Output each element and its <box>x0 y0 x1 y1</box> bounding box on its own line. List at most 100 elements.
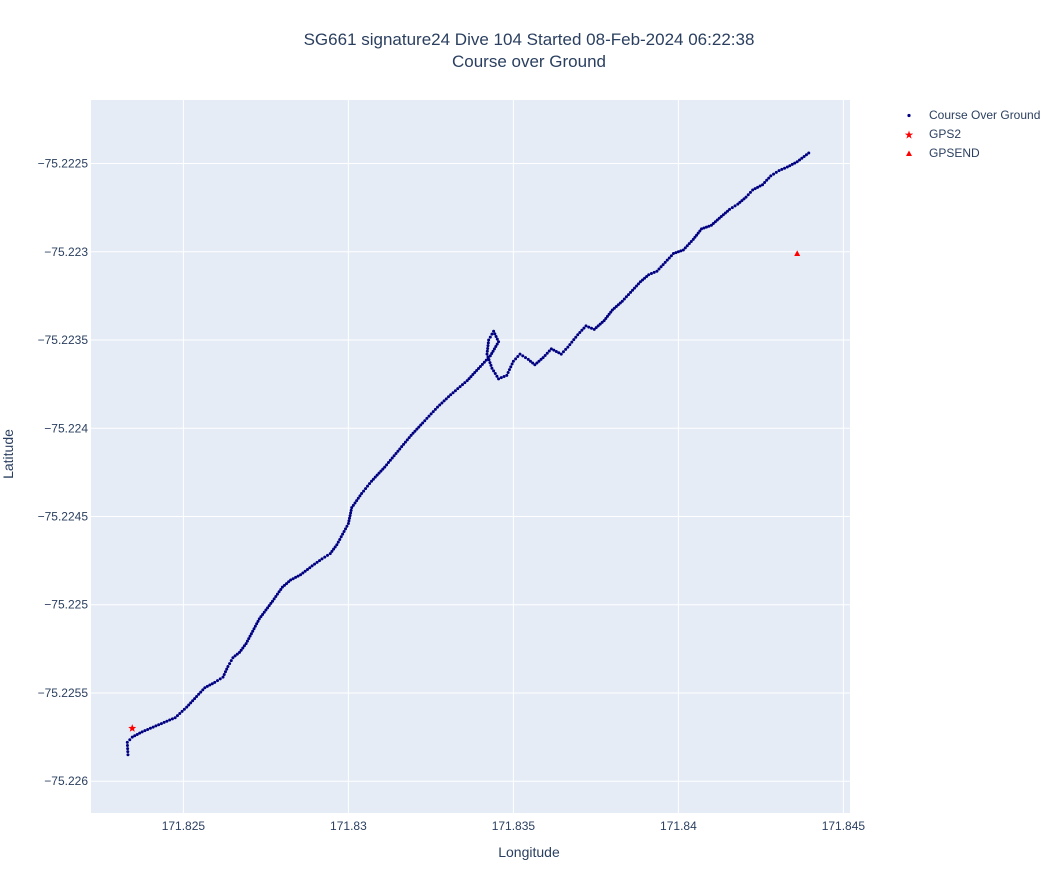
course-over-ground-point <box>213 680 217 684</box>
course-over-ground-point <box>208 683 212 687</box>
course-over-ground-point <box>790 162 794 166</box>
course-over-ground-point <box>478 364 482 368</box>
course-over-ground-point <box>282 583 286 587</box>
course-over-ground-point <box>655 269 659 273</box>
course-over-ground-point <box>695 233 699 237</box>
course-over-ground-point <box>247 637 251 641</box>
course-over-ground-point <box>126 747 130 751</box>
course-over-ground-point <box>338 537 342 541</box>
course-over-ground-point <box>335 543 339 547</box>
course-over-ground-point <box>403 440 407 444</box>
course-over-ground-point <box>788 164 792 168</box>
course-over-ground-point <box>541 356 545 360</box>
course-over-ground-point <box>330 549 334 553</box>
course-over-ground-point <box>148 726 152 730</box>
y-axis-ticks: −75.2225 −75.223 −75.2235 −75.224 −75.2245 −7… <box>38 157 89 789</box>
course-over-ground-point <box>267 604 271 608</box>
course-over-ground-point <box>264 608 268 612</box>
course-over-ground-point <box>442 399 446 403</box>
course-over-ground-point <box>125 740 129 744</box>
course-over-ground-point <box>133 734 137 738</box>
course-over-ground-point <box>507 368 511 372</box>
course-over-ground-point <box>178 711 182 715</box>
course-over-ground-point <box>218 677 222 681</box>
course-over-ground-point <box>736 202 740 206</box>
course-over-ground-point <box>126 750 130 754</box>
course-over-ground-point <box>400 445 404 449</box>
course-over-ground-point <box>128 738 132 742</box>
course-over-ground-point <box>600 320 604 324</box>
legend-item-gpsend[interactable]: GPSEND <box>895 144 1040 163</box>
course-over-ground-point <box>388 458 392 462</box>
course-over-ground-point <box>676 250 680 254</box>
course-over-ground-point <box>633 286 637 290</box>
course-over-ground-point <box>289 578 293 582</box>
course-over-ground-point <box>679 249 683 253</box>
course-over-ground-point <box>598 322 602 326</box>
course-over-ground-point <box>287 580 291 584</box>
course-over-ground-point <box>151 725 155 729</box>
course-over-ground-point <box>795 160 799 164</box>
course-over-ground-point <box>349 508 353 512</box>
course-over-ground-point <box>700 227 703 231</box>
course-over-ground-point <box>294 575 298 579</box>
course-over-ground-point <box>419 423 423 427</box>
course-over-ground-point <box>480 362 484 366</box>
course-over-ground-point <box>572 338 576 342</box>
course-over-ground-point <box>689 240 693 244</box>
course-over-ground-point <box>398 447 402 451</box>
course-over-ground-point <box>607 312 611 316</box>
course-over-ground-point <box>552 348 556 352</box>
course-over-ground-point <box>486 355 490 359</box>
course-over-ground-point <box>492 329 496 333</box>
course-over-ground-point <box>723 211 727 215</box>
course-over-ground-point <box>467 377 471 381</box>
course-over-ground-point <box>440 401 444 405</box>
course-over-ground-point <box>154 724 158 728</box>
course-over-ground-point <box>495 374 499 378</box>
data-marks <box>125 151 811 757</box>
course-over-ground-point <box>620 299 624 303</box>
course-over-ground-point <box>146 727 150 731</box>
course-over-ground-point <box>568 343 572 347</box>
course-over-ground-point <box>308 566 312 570</box>
y-axis-title: Latitude <box>0 429 16 479</box>
course-over-ground-point <box>379 469 383 473</box>
course-over-ground-point <box>157 723 161 727</box>
course-over-ground-point <box>638 280 642 284</box>
course-over-ground-point <box>362 489 366 493</box>
course-over-ground-point <box>275 592 279 596</box>
legend-item-gps2[interactable]: GPS2 <box>895 125 1040 144</box>
course-over-ground-point <box>719 214 723 218</box>
course-over-ground-point <box>738 200 742 204</box>
course-over-ground-point <box>807 151 811 155</box>
course-over-ground-point <box>499 376 503 380</box>
course-over-ground-point <box>168 718 172 722</box>
plot-area <box>91 100 850 813</box>
course-over-ground-point <box>469 375 473 379</box>
course-over-ground-point <box>415 427 419 431</box>
course-over-ground-point <box>671 252 675 256</box>
course-over-ground-point <box>488 335 492 339</box>
course-over-ground-point <box>159 722 163 726</box>
course-over-ground-point <box>687 242 691 246</box>
course-over-ground-point <box>272 597 276 601</box>
legend-label: GPS2 <box>929 127 962 141</box>
gps2-star-point <box>128 724 137 732</box>
course-over-ground-point <box>253 624 257 628</box>
course-over-ground-point <box>407 436 411 440</box>
x-tick-label: 171.83 <box>330 819 367 833</box>
course-over-ground-point <box>245 639 249 643</box>
course-over-ground-point <box>691 237 695 241</box>
course-over-ground-point <box>506 370 510 374</box>
y-tick-label: −75.2245 <box>38 510 89 524</box>
course-over-ground-point <box>580 328 584 332</box>
course-over-ground-point <box>514 357 518 361</box>
course-over-ground-point <box>709 223 713 227</box>
grid-lines <box>91 100 850 813</box>
course-over-ground-point <box>256 619 260 623</box>
course-over-ground-point <box>783 166 787 170</box>
course-over-ground-point <box>643 276 647 280</box>
course-over-ground-point <box>490 332 494 336</box>
legend-item-course-over-ground[interactable]: Course Over Ground <box>895 106 1040 125</box>
